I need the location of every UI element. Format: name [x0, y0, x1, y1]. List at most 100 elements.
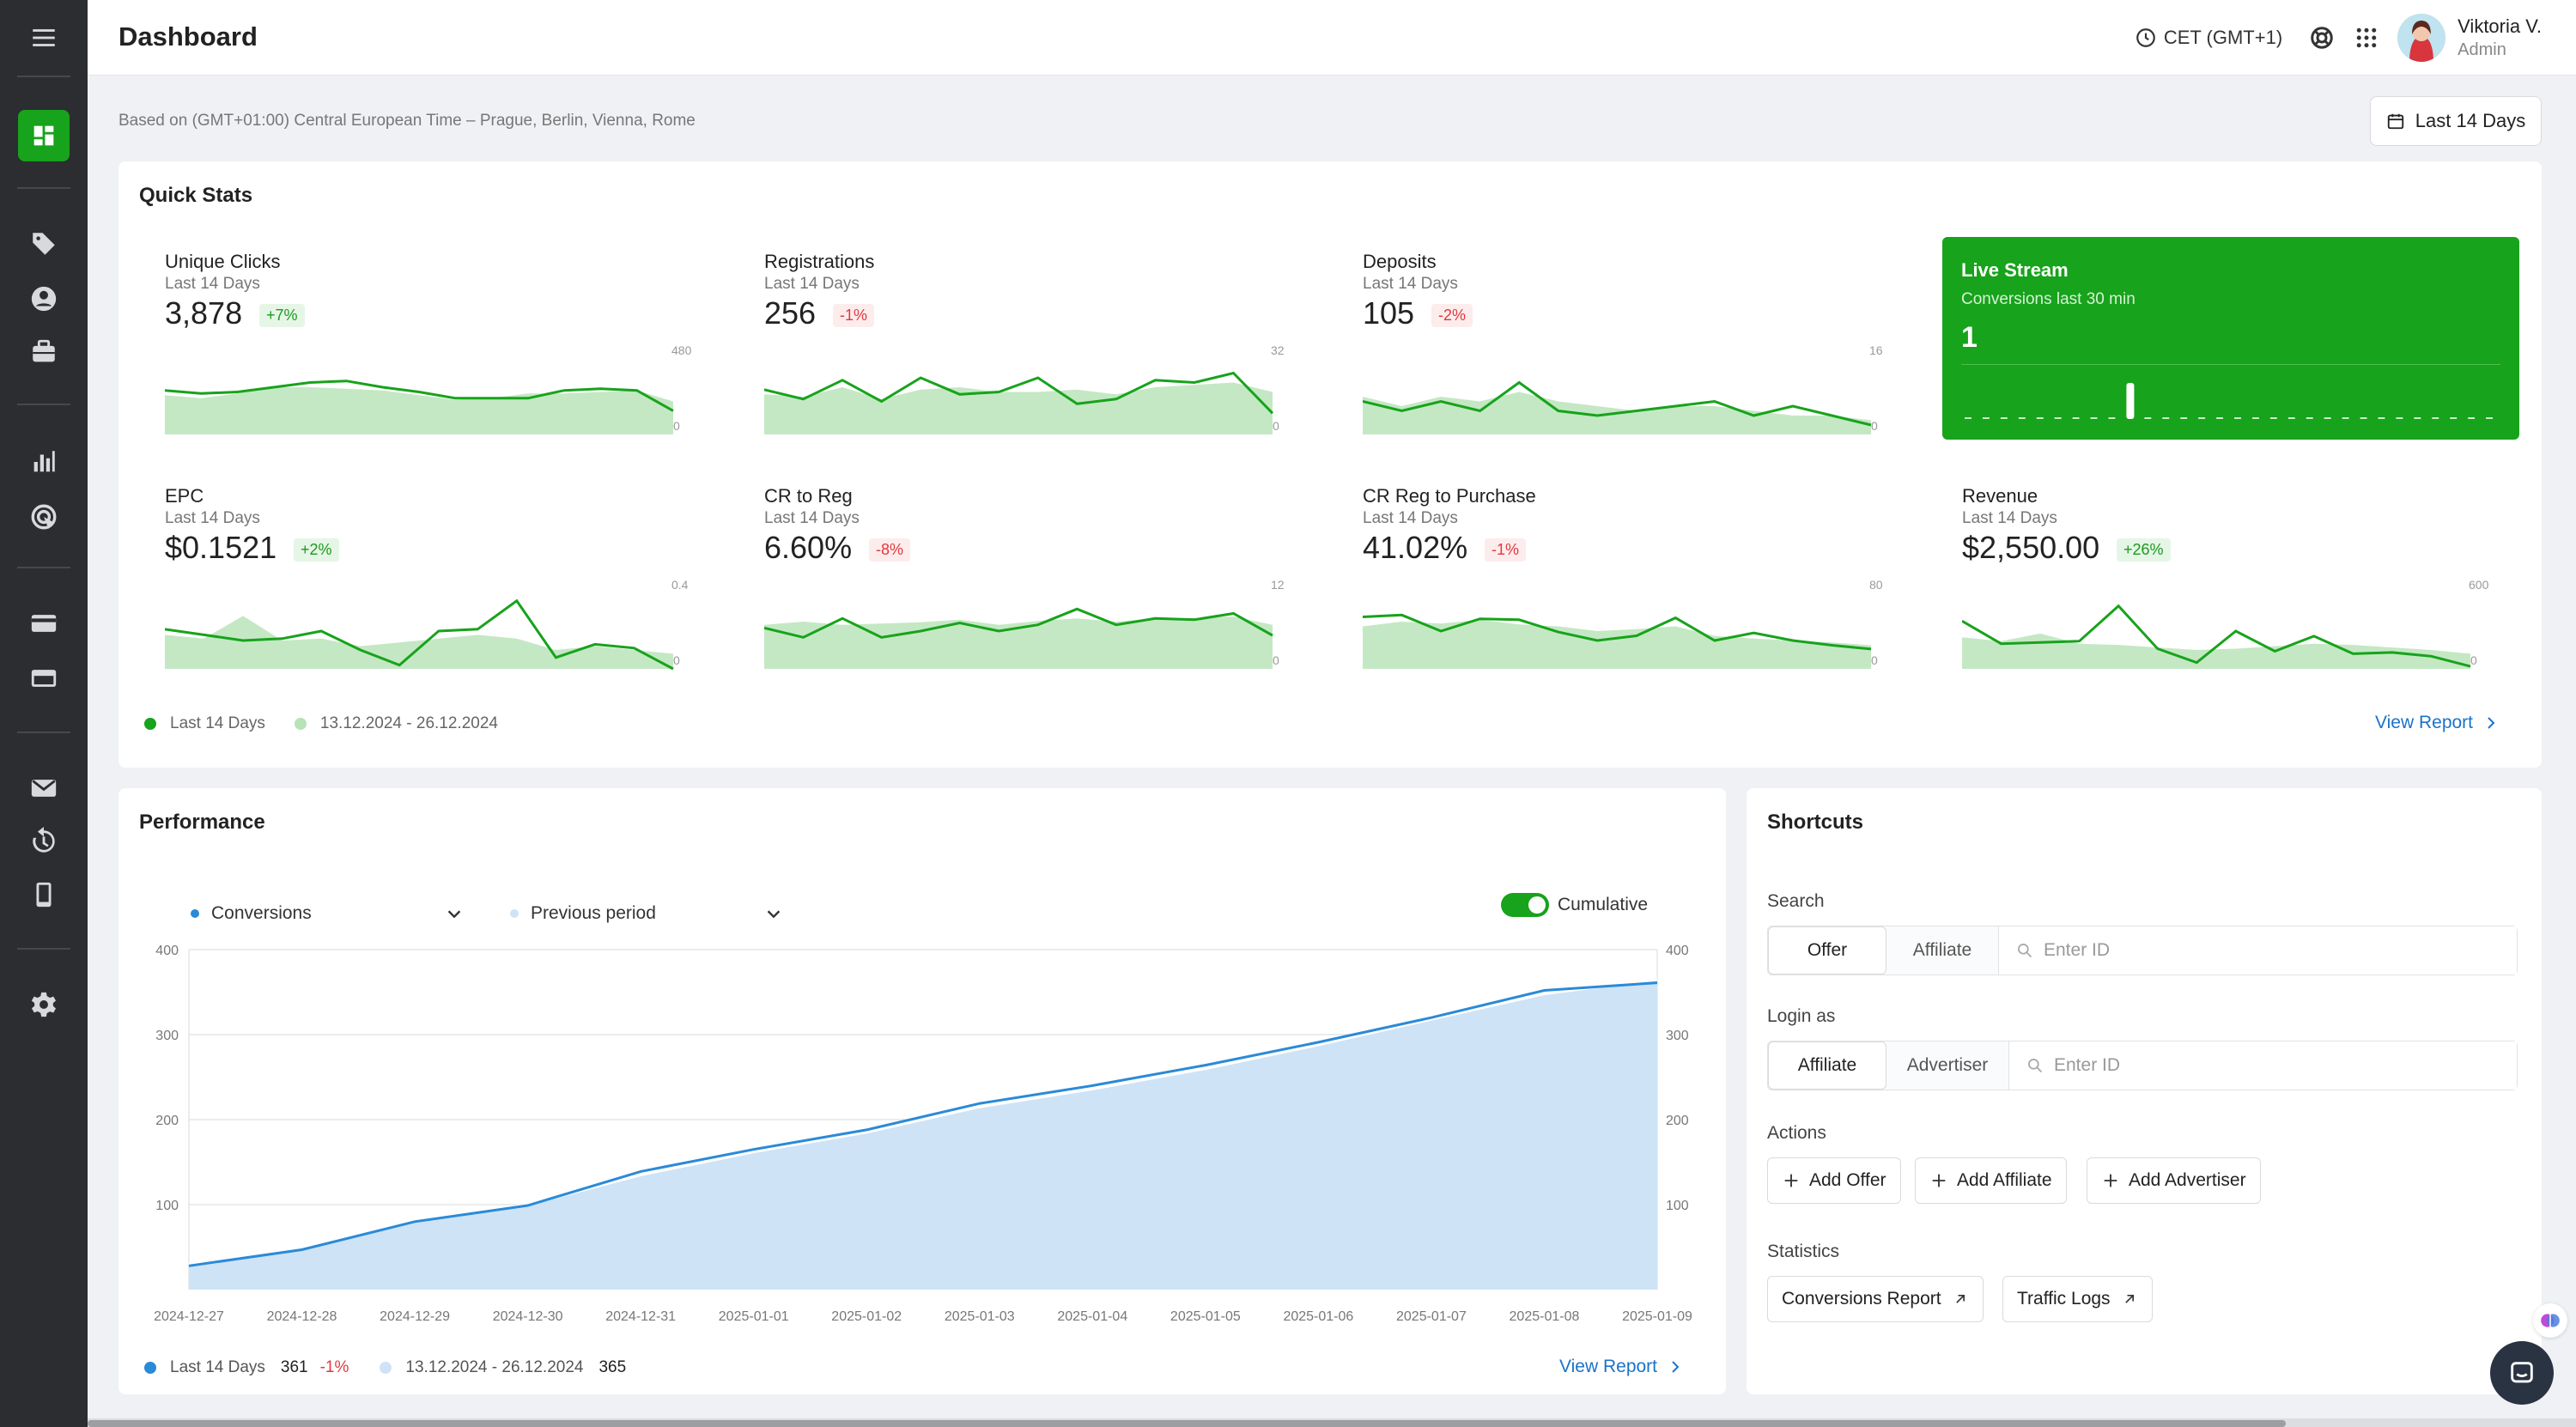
apps-grid-icon[interactable] [2353, 24, 2380, 52]
card-icon[interactable] [18, 653, 70, 704]
x-tick-label: 2025-01-04 [1057, 1309, 1127, 1324]
top-bar: Dashboard CET (GMT+1) Viktoria V. Admin [88, 0, 2576, 76]
chat-icon[interactable] [2490, 1341, 2554, 1405]
stat-period: Last 14 Days [1363, 275, 1458, 293]
sparkline-current-line [165, 598, 674, 671]
live-bar [2072, 417, 2080, 419]
dashboard-icon[interactable] [18, 110, 70, 161]
support-icon[interactable] [2308, 24, 2336, 52]
conversions-report-button[interactable]: Conversions Report [1767, 1276, 1984, 1322]
live-bar [2414, 417, 2421, 419]
live-bar [2090, 417, 2098, 419]
live-bar [2269, 417, 2277, 419]
stat-ymin: 0 [1871, 653, 1878, 667]
live-bar [1965, 417, 1971, 419]
briefcase-icon[interactable] [18, 326, 70, 378]
x-tick-label: 2024-12-27 [154, 1309, 224, 1324]
sparkline-previous-area [1962, 633, 2470, 669]
stat-sparkline [764, 607, 1273, 669]
y-tick-left: 100 [155, 1199, 179, 1213]
timezone-selector[interactable]: CET (GMT+1) [2135, 27, 2282, 49]
stat-tile[interactable]: Revenue Last 14 Days $2,550.00 +26% 600 0 [1962, 485, 2503, 708]
stat-tile[interactable]: Unique Clicks Last 14 Days 3,878 +7% 480 0 [165, 251, 706, 474]
stat-sparkline [1363, 613, 1872, 669]
sparkline-previous-area [764, 382, 1273, 434]
view-report-label: View Report [2375, 713, 2474, 732]
stat-delta-badge: -2% [1431, 304, 1473, 327]
y-tick-left: 200 [155, 1114, 179, 1128]
sidebar [0, 0, 88, 1427]
perf-current-label: Last 14 Days [170, 1358, 265, 1376]
avatar[interactable] [2397, 14, 2446, 62]
credit-card-icon[interactable] [18, 598, 70, 649]
add-offer-button[interactable]: Add Offer [1767, 1157, 1901, 1204]
plus-icon [1932, 1174, 1946, 1187]
live-bar [2180, 417, 2188, 419]
x-tick-label: 2025-01-06 [1283, 1309, 1353, 1324]
stat-period: Last 14 Days [1962, 509, 2057, 527]
stat-tile[interactable]: Deposits Last 14 Days 105 -2% 16 0 [1363, 251, 1904, 474]
conversions-line [188, 981, 1658, 1267]
previous-period-line [188, 978, 1658, 1266]
page-title: Dashboard [118, 21, 258, 52]
gear-icon[interactable] [18, 979, 70, 1030]
stat-period: Last 14 Days [165, 509, 260, 527]
search-input[interactable]: Enter ID [1998, 926, 2517, 975]
live-stream-sub: Conversions last 30 min [1961, 290, 2136, 308]
add-affiliate-button[interactable]: Add Affiliate [1915, 1157, 2067, 1204]
login-as-input[interactable]: Enter ID [2008, 1041, 2517, 1090]
login-tab-advertiser[interactable]: Advertiser [1906, 1055, 1989, 1075]
horizontal-scrollbar[interactable] [88, 1418, 2576, 1427]
previous-period-area [189, 979, 1657, 1290]
login-tab-affiliate[interactable]: Affiliate [1768, 1041, 1886, 1090]
stat-name: Unique Clicks [165, 251, 281, 272]
actions-label: Actions [1767, 1123, 1826, 1143]
x-tick-label: 2024-12-28 [267, 1309, 337, 1324]
live-bar [2018, 417, 2026, 419]
metric-dot [191, 909, 199, 918]
quick-stats-view-report[interactable]: View Report [2375, 713, 2499, 733]
stat-tile[interactable]: Registrations Last 14 Days 256 -1% 32 0 [764, 251, 1305, 474]
metric-select[interactable]: Conversions [191, 903, 464, 924]
scrollbar-thumb[interactable] [88, 1420, 2286, 1427]
date-range-button[interactable]: Last 14 Days [2370, 96, 2542, 146]
add-advertiser-button[interactable]: Add Advertiser [2087, 1157, 2261, 1204]
history-icon[interactable] [18, 816, 70, 867]
live-stream-panel[interactable]: Live Stream Conversions last 30 min 1 [1942, 237, 2519, 440]
target-icon[interactable] [18, 491, 70, 543]
mail-icon[interactable] [18, 762, 70, 814]
live-bar [2108, 417, 2116, 419]
user-circle-icon[interactable] [18, 273, 70, 325]
timezone-label: CET (GMT+1) [2163, 27, 2283, 48]
live-bar [2036, 417, 2044, 419]
cumulative-toggle[interactable] [1501, 893, 1549, 917]
stat-ymax: 0.4 [671, 578, 689, 592]
legend-previous: 13.12.2024 - 26.12.2024 [319, 714, 498, 732]
stat-ymin: 0 [673, 419, 680, 433]
x-tick-label: 2025-01-07 [1396, 1309, 1467, 1324]
stat-tile[interactable]: EPC Last 14 Days $0.1521 +2% 0.4 0 [165, 485, 706, 708]
stat-name: CR to Reg [764, 485, 853, 507]
bar-chart-icon[interactable] [18, 436, 70, 488]
search-tab-offer[interactable]: Offer [1768, 926, 1886, 975]
plus-icon [1784, 1174, 1798, 1187]
mobile-icon[interactable] [18, 869, 70, 920]
search-tab-affiliate[interactable]: Affiliate [1912, 940, 1972, 960]
stat-delta-badge: +2% [294, 538, 339, 562]
ai-assistant-icon[interactable] [2533, 1303, 2567, 1338]
user-info[interactable]: Viktoria V. Admin [2458, 15, 2542, 61]
stat-ymin: 0 [2470, 653, 2477, 667]
live-stream-title: Live Stream [1961, 259, 2069, 281]
x-tick-label: 2025-01-05 [1170, 1309, 1241, 1324]
stat-tile[interactable]: CR Reg to Purchase Last 14 Days 41.02% -1% 8… [1363, 485, 1904, 708]
perf-prev-value: 365 [598, 1358, 627, 1376]
stat-ymax: 16 [1869, 343, 1883, 357]
performance-view-report[interactable]: View Report [1559, 1357, 1683, 1377]
stat-delta-badge: -1% [833, 304, 875, 327]
menu-icon[interactable] [18, 12, 70, 64]
compare-select[interactable]: Previous period [510, 903, 783, 924]
traffic-logs-button[interactable]: Traffic Logs [2002, 1276, 2153, 1322]
tag-icon[interactable] [18, 218, 70, 270]
quick-stats-title: Quick Stats [139, 184, 253, 207]
stat-tile[interactable]: CR to Reg Last 14 Days 6.60% -8% 12 0 [764, 485, 1305, 708]
